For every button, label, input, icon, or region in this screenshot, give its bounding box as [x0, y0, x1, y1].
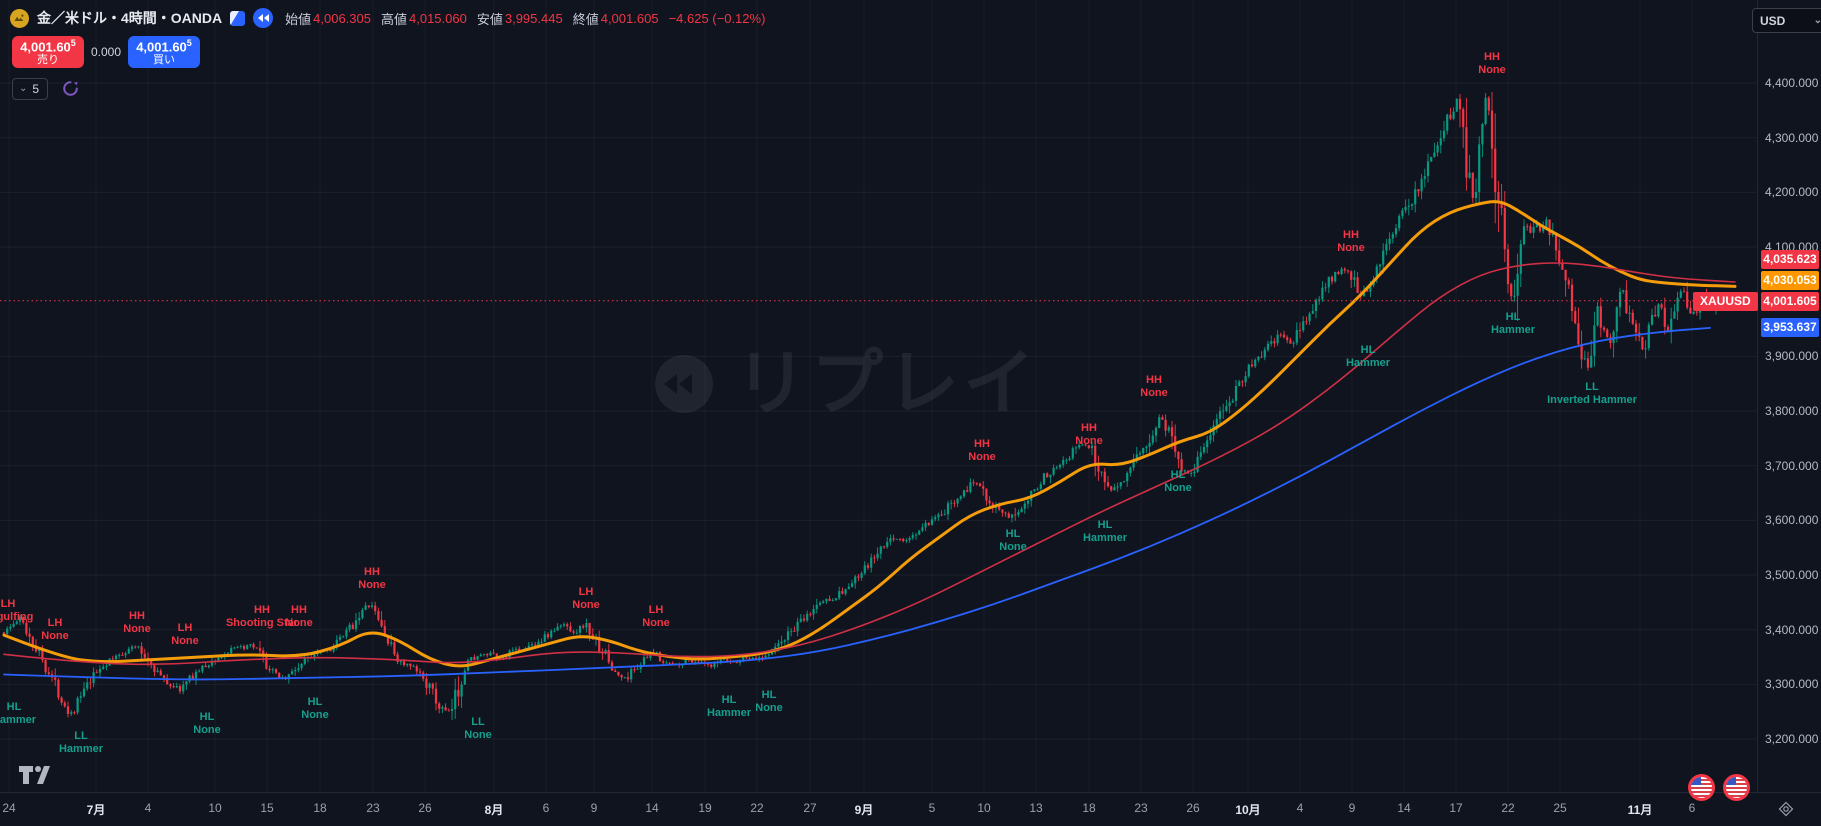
open-value: 4,006.305	[313, 10, 371, 26]
bar-count-dropdown[interactable]: ⌄ 5	[12, 78, 49, 100]
sell-button[interactable]: 4,001.605 売り	[12, 36, 84, 68]
time-axis-label: 10月	[1235, 803, 1261, 817]
tradingview-logo[interactable]	[18, 762, 50, 793]
sell-label: 売り	[37, 53, 59, 66]
time-axis-label: 7月	[86, 803, 106, 817]
time-axis-label: 14	[1397, 801, 1411, 815]
time-axis-label: 13	[1029, 801, 1043, 815]
buy-button[interactable]: 4,001.605 買い	[128, 36, 200, 68]
open-label: 始値	[285, 11, 312, 27]
us-economic-event-icon[interactable]	[1688, 774, 1715, 801]
price-axis-tick: 3,200.000	[1765, 732, 1819, 746]
time-axis-label: 9	[590, 801, 598, 815]
flag-icon[interactable]	[230, 10, 246, 26]
time-axis-label: 27	[803, 801, 817, 815]
price-axis[interactable]: 4,400.000 4,300.000 4,200.000 4,100.000 3,90…	[1757, 0, 1821, 792]
currency-selector[interactable]: USD ⌄	[1752, 8, 1821, 33]
low-value: 3,995.445	[504, 10, 563, 26]
time-axis-label: 10	[208, 801, 222, 815]
time-axis-label: 11月	[1627, 803, 1653, 817]
time-axis-label: 26	[1186, 801, 1200, 815]
price-axis-tick: 3,900.000	[1765, 349, 1819, 364]
buy-label: 買い	[153, 53, 175, 66]
price-tag-ma-orange: 4,030.053	[1761, 271, 1819, 290]
price-tag-ma-red: 4,035.623	[1761, 250, 1819, 269]
time-axis-label: 18	[1082, 801, 1096, 815]
candlestick-chart[interactable]: リプレイ LHEngulfingLHNoneHHNoneLHNoneHHShoo…	[0, 0, 1757, 792]
ohlc-readout: 始値 4,006.305 高値 4,015.060 安値 3,995.445 終…	[285, 9, 765, 28]
close-value: 4,001.605	[600, 10, 659, 26]
time-axis-label: 23	[366, 801, 380, 815]
time-axis-label: 19	[698, 801, 712, 815]
price-axis-tick: 3,300.000	[1765, 677, 1819, 692]
currency-value: USD	[1760, 13, 1786, 28]
time-axis-label: 25	[1553, 801, 1567, 815]
time-axis-label: 24	[2, 801, 16, 815]
time-axis-label: 4	[144, 801, 152, 815]
symbol-title[interactable]: 金／米ドル・4時間・OANDA	[37, 10, 223, 26]
time-axis-label: 6	[1688, 801, 1696, 815]
time-axis-label: 9月	[854, 803, 874, 817]
time-axis-label: 15	[260, 801, 274, 815]
change-value: −4.625 (−0.12%)	[668, 10, 766, 26]
spread-value: 0.000	[90, 45, 122, 59]
price-axis-tick: 3,600.000	[1765, 513, 1819, 528]
time-axis-label: 18	[313, 801, 327, 815]
price-axis-tick: 3,400.000	[1765, 622, 1819, 637]
price-axis-tick: 3,500.000	[1765, 568, 1819, 582]
sync-replay-icon[interactable]	[62, 80, 79, 102]
close-label: 終値	[572, 11, 599, 27]
bar-count-value: 5	[32, 82, 40, 96]
time-axis-label: 22	[1501, 801, 1515, 815]
price-axis-tick: 3,700.000	[1765, 458, 1819, 473]
ma-slow-blue	[3, 327, 1711, 681]
price-axis-tick: 4,400.000	[1765, 76, 1819, 90]
time-axis-label: 10	[977, 801, 991, 815]
high-value: 4,015.060	[409, 10, 467, 26]
price-axis-tick: 3,800.000	[1765, 404, 1819, 418]
time-axis[interactable]: 24 7月 4 10 15 18 23 26 8月 6 9 14 19 22 27 9月 5 10 13 18 23 26…	[0, 792, 1821, 826]
time-axis-label: 8月	[484, 803, 504, 817]
chevron-down-icon: ⌄	[1813, 14, 1821, 26]
time-axis-label: 6	[542, 801, 550, 815]
symbol-price-tag: XAUUSD	[1693, 292, 1758, 311]
timezone-settings-icon[interactable]	[1778, 801, 1794, 822]
replay-mode-icon[interactable]	[253, 8, 274, 28]
gold-symbol-icon	[10, 8, 29, 28]
chevron-down-icon: ⌄	[19, 83, 28, 94]
price-tag-last: 4,001.605	[1761, 292, 1819, 311]
ma-mid-red	[3, 262, 1736, 666]
time-axis-label: 14	[645, 801, 659, 815]
time-axis-label: 9	[1348, 801, 1356, 815]
time-axis-label: 23	[1134, 801, 1148, 815]
price-axis-tick: 4,200.000	[1765, 185, 1819, 200]
us-economic-event-icon[interactable]	[1723, 774, 1750, 801]
time-axis-label: 17	[1449, 801, 1463, 815]
low-label: 安値	[476, 11, 503, 27]
time-axis-label: 26	[418, 801, 432, 815]
time-axis-label: 5	[928, 801, 936, 815]
ma-fast-orange	[2, 200, 1737, 668]
high-label: 高値	[380, 11, 407, 27]
time-axis-label: 4	[1296, 801, 1304, 815]
price-tag-ma-blue: 3,953.637	[1761, 318, 1819, 337]
time-axis-label: 22	[750, 801, 764, 815]
price-axis-tick: 4,300.000	[1765, 130, 1819, 145]
